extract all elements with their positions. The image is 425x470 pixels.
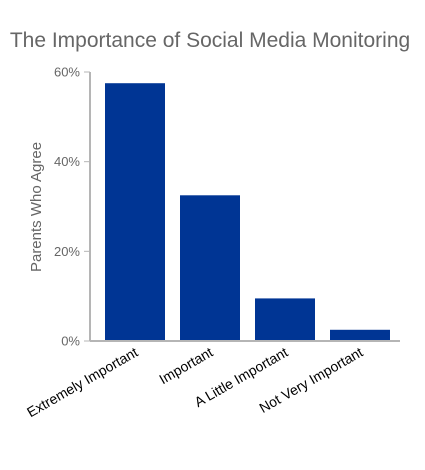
y-tick-label: 40% [54, 154, 80, 169]
bar-a-little-important [255, 298, 315, 341]
bar-not-very-important [330, 329, 390, 341]
y-axis-ticks: 0% 20% 40% 60% [54, 65, 90, 349]
y-tick-label: 20% [54, 244, 80, 259]
bars [105, 83, 390, 341]
chart-title: The Importance of Social Media Monitorin… [10, 29, 410, 52]
x-category-label: Extremely Important [24, 344, 141, 421]
y-tick-label: 0% [61, 334, 80, 349]
bar-extremely-important [105, 83, 165, 341]
x-category-label: Important [156, 344, 215, 387]
y-tick-label: 60% [54, 65, 80, 80]
bar-important [180, 195, 240, 341]
y-axis-title: Parents Who Agree [28, 142, 45, 272]
